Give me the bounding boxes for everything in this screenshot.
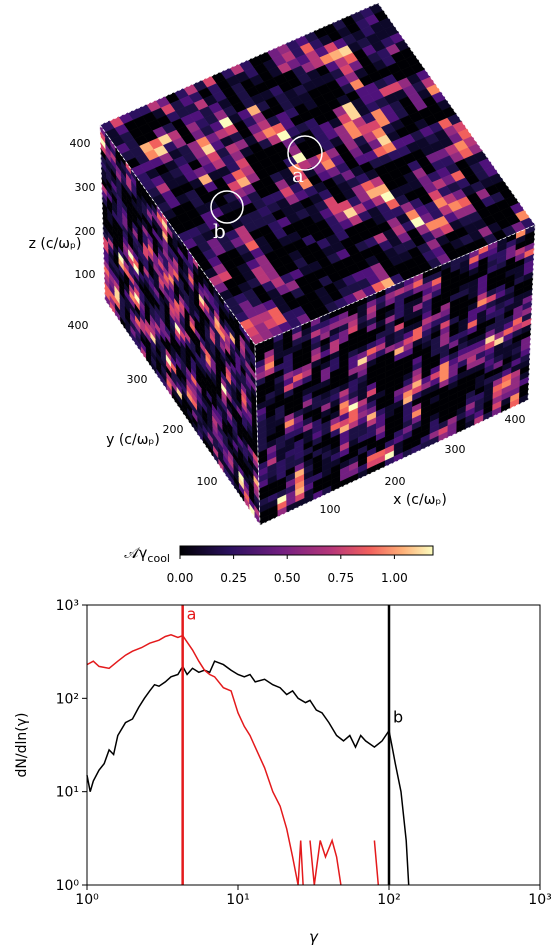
y-axis-label: dN/dln(γ): [14, 713, 30, 778]
cube-axis-label: y (c/ωₚ): [106, 432, 160, 448]
series-line: [86, 634, 380, 886]
y-tick-label: 10¹: [56, 785, 79, 801]
cube: [99, 2, 536, 527]
cube-tick-label: 200: [163, 423, 184, 436]
colorbar-tick-label: 0.75: [327, 571, 354, 585]
cube-edge: [254, 224, 536, 526]
cube-axis-label: x (c/ωₚ): [393, 492, 447, 508]
cube-axis-label: z (c/ωₚ): [29, 236, 82, 252]
x-tick-label: 10⁰: [75, 892, 99, 908]
cube-tick-label: 100: [320, 503, 341, 516]
marker-circle: [287, 135, 323, 171]
cube-tick-label: 200: [385, 475, 406, 488]
colorbar-tick-label: 0.00: [167, 571, 194, 585]
cube-tick-label: 100: [75, 268, 96, 281]
cube-tick-label: 400: [505, 413, 526, 426]
cube-tick-label: 300: [75, 181, 96, 194]
colorbar-tick-label: 1.00: [381, 571, 408, 585]
cube-tick-label: 400: [68, 319, 89, 332]
colorbar-label: 𝒜γcool: [124, 544, 170, 565]
y-tick-label: 10³: [56, 598, 79, 614]
cube-edge: [99, 123, 261, 527]
x-tick-label: 10³: [528, 892, 551, 908]
cube-tick-label: 200: [75, 225, 96, 238]
y-tick-label: 10⁰: [56, 878, 80, 894]
colorbar: [179, 545, 434, 556]
colorbar-tick-label: 0.50: [274, 571, 301, 585]
cube-tick-label: 300: [445, 443, 466, 456]
x-axis-label: γ: [309, 928, 319, 946]
x-tick-label: 10¹: [226, 892, 249, 908]
colorbar-tick-label: 0.25: [220, 571, 247, 585]
cube-cell: [518, 393, 529, 405]
plot-frame: [86, 604, 541, 886]
y-tick-label: 10²: [56, 691, 79, 707]
marker-label: a: [292, 163, 304, 187]
cube-tick-label: 400: [70, 137, 91, 150]
cube-tick-label: 100: [197, 475, 218, 488]
cube-tick-label: 300: [127, 373, 148, 386]
annotation: b: [393, 708, 403, 727]
marker-circle: [210, 190, 244, 224]
marker-label: b: [213, 219, 226, 243]
colorbar-label-main: 𝒜γ: [124, 544, 147, 562]
series-line: [86, 660, 410, 886]
x-tick-label: 10²: [377, 892, 400, 908]
annotation: a: [187, 604, 197, 623]
colorbar-label-sub: cool: [147, 552, 170, 565]
